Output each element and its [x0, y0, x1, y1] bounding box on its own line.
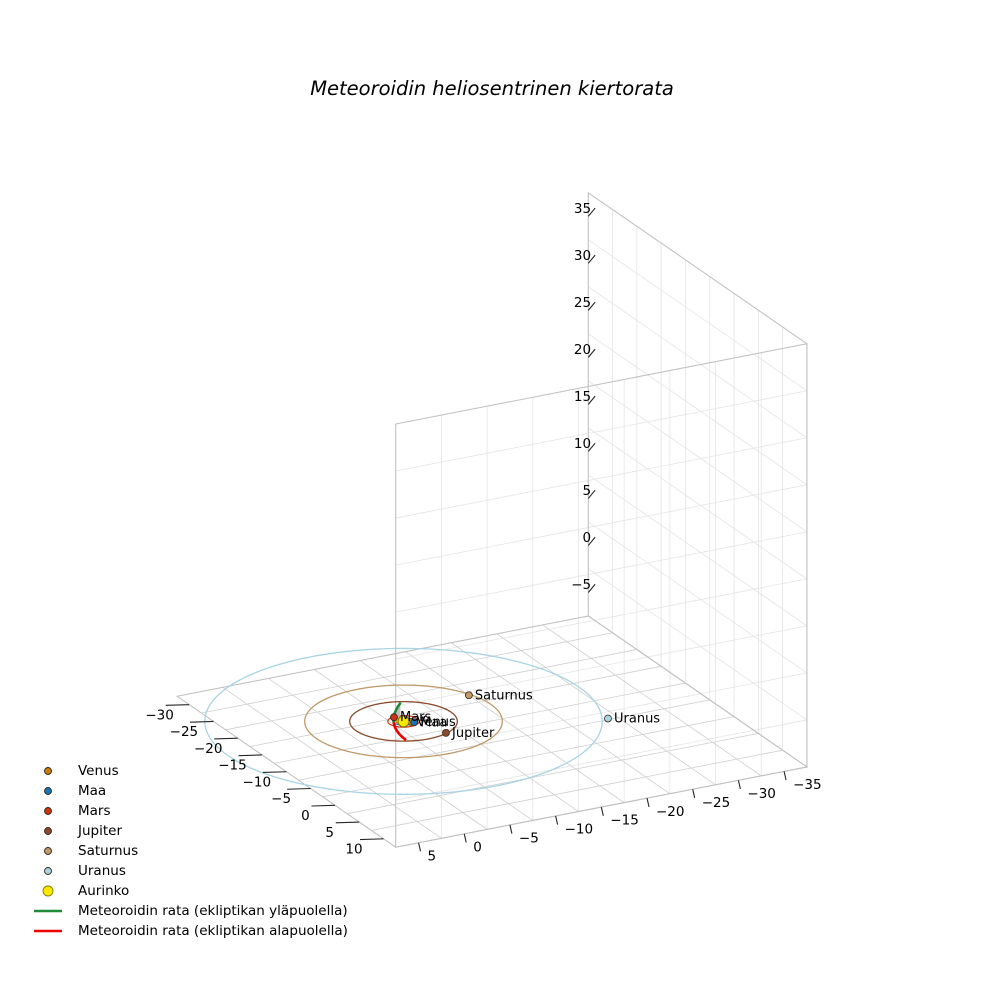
tick-label: −20	[656, 804, 685, 820]
tick-label: 0	[583, 530, 592, 546]
marker-aurinko	[397, 715, 410, 728]
marker-jupiter	[442, 728, 450, 737]
tick-label: −35	[793, 777, 822, 793]
orbit-jupiter	[349, 700, 458, 742]
tick-label: −20	[194, 741, 223, 757]
legend-marker-aurinko	[42, 885, 54, 897]
legend-label: Aurinko	[78, 883, 129, 899]
legend-label: Venus	[78, 763, 119, 779]
legend: Venus Maa Mars Jupiter Saturnus Uranus Aurinko…	[34, 763, 348, 939]
tick-label: 35	[574, 201, 591, 217]
tick-label: −25	[170, 724, 199, 740]
tick-label: 15	[574, 389, 591, 405]
orbit-uranus	[204, 647, 603, 795]
tick-label: −5	[571, 577, 591, 593]
trajectory-below-ecliptic	[392, 720, 407, 741]
label-saturnus: Saturnus	[475, 688, 533, 703]
planet-markers	[390, 691, 612, 737]
tick-label: −30	[747, 786, 776, 802]
tick-label: −5	[519, 831, 539, 847]
tick-label: −30	[145, 707, 174, 723]
tick-label: 5	[428, 848, 437, 864]
legend-marker-saturnus	[44, 847, 52, 855]
legend-label: Mars	[78, 803, 111, 819]
tick-label: −15	[610, 813, 639, 829]
tick-label: −25	[702, 795, 731, 811]
legend-marker-venus	[44, 767, 52, 775]
tick-label: 10	[574, 436, 591, 452]
axis-ticks: −505101520253035−30−25−20−15−10−50510−35…	[145, 201, 821, 864]
axes-panes	[395, 191, 808, 848]
tick-label: 30	[574, 248, 591, 264]
tick-label: −15	[218, 758, 247, 774]
tick-label: −10	[243, 775, 272, 791]
label-maa: Maa	[420, 715, 447, 730]
label-mars: Mars	[400, 710, 432, 725]
tick-label: 10	[345, 842, 362, 858]
tick-label: 20	[574, 342, 591, 358]
marker-uranus	[604, 714, 612, 723]
legend-marker-uranus	[44, 867, 52, 875]
orbit-saturnus	[304, 684, 504, 759]
tick-label: 5	[325, 825, 334, 841]
marker-maa	[410, 718, 419, 727]
tick-label: −10	[565, 822, 594, 838]
legend-label: Meteoroidin rata (ekliptikan alapuolella…	[78, 923, 348, 939]
label-jupiter: Jupiter	[451, 726, 495, 741]
marker-saturnus	[464, 691, 473, 700]
legend-label: Saturnus	[78, 843, 138, 859]
tick-label: 25	[574, 295, 591, 311]
tick-label: 0	[301, 808, 310, 824]
page-title: Meteoroidin heliosentrinen kiertorata	[310, 77, 674, 100]
legend-label: Meteoroidin rata (ekliptikan yläpuolella…	[78, 903, 348, 919]
legend-marker-maa	[44, 787, 52, 795]
tick-label: −5	[271, 791, 291, 807]
label-uranus: Uranus	[614, 712, 660, 727]
tick-label: 0	[473, 840, 482, 856]
legend-label: Maa	[78, 783, 106, 799]
marker-mars	[390, 713, 398, 722]
legend-label: Uranus	[78, 863, 126, 879]
legend-label: Jupiter	[77, 823, 122, 839]
tick-label: 5	[583, 483, 592, 499]
legend-marker-mars	[44, 807, 52, 815]
label-venus: Venus	[417, 715, 456, 730]
legend-marker-jupiter	[44, 827, 52, 835]
